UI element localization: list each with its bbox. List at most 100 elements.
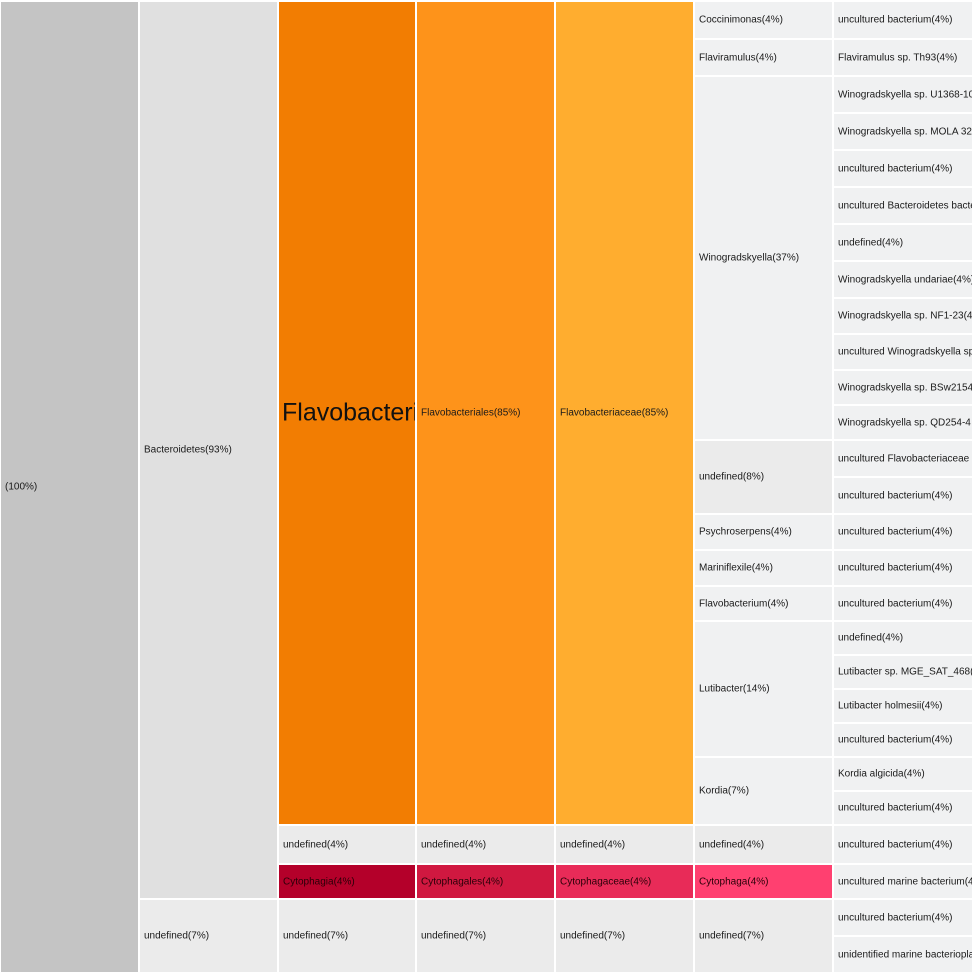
node-label: undefined(7%): [560, 930, 626, 942]
node-label: Flaviramulus(4%): [699, 52, 777, 63]
node-sp-10[interactable]: uncultured Winogradskyella sp: [834, 335, 972, 369]
node-sp-11[interactable]: Winogradskyella sp. BSw2154: [834, 371, 972, 404]
node-label: uncultured bacterium(4%): [838, 802, 953, 814]
node-label: Winogradskyella undariae(4%): [838, 274, 972, 285]
node-label: Kordia(7%): [699, 785, 750, 797]
node-label: Winogradskyella sp. NF1-23(4: [838, 310, 972, 322]
node-sp-18[interactable]: undefined(4%): [834, 622, 972, 654]
node-sp-22[interactable]: Kordia algicida(4%): [834, 758, 972, 790]
node-sp-17[interactable]: uncultured bacterium(4%): [834, 587, 972, 620]
node-coccinimonas[interactable]: Coccinimonas(4%): [695, 2, 832, 38]
node-flavobacteriia[interactable]: Flavobacteriia(85%): [279, 2, 415, 824]
node-sp-16[interactable]: uncultured bacterium(4%): [834, 551, 972, 585]
node-sp-14[interactable]: uncultured bacterium(4%): [834, 478, 972, 513]
node-label: uncultured bacterium(4%): [838, 839, 953, 850]
node-undefined-class-b[interactable]: undefined(7%): [279, 900, 415, 972]
node-undefined-class-a[interactable]: undefined(4%): [279, 826, 415, 863]
node-undefined-genus-b[interactable]: undefined(7%): [695, 900, 832, 972]
node-label: Flavobacterium(4%): [699, 598, 789, 609]
node-flaviramulus[interactable]: Flaviramulus(4%): [695, 40, 832, 75]
node-sp-07[interactable]: undefined(4%): [834, 225, 972, 260]
node-cytophaga[interactable]: Cytophaga(4%): [695, 865, 832, 898]
node-label: Cytophagales(4%): [421, 876, 504, 887]
node-winogradskyella[interactable]: Winogradskyella(37%): [695, 77, 832, 439]
node-undefined-order-a[interactable]: undefined(4%): [417, 826, 554, 863]
node-label: Winogradskyella sp. QD254-4: [838, 417, 971, 428]
node-label: undefined(8%): [699, 471, 765, 483]
node-label: Coccinimonas(4%): [699, 14, 783, 26]
node-label: undefined(7%): [144, 930, 210, 942]
node-label: Flaviramulus sp. Th93(4%): [838, 52, 958, 63]
node-label: Cytophagia(4%): [283, 876, 355, 887]
node-label: Cytophagaceae(4%): [560, 876, 652, 887]
node-label: uncultured bacterium(4%): [838, 912, 953, 923]
node-sp-06[interactable]: uncultured Bacteroidetes bacte: [834, 188, 972, 223]
node-label: Flavobacteriaceae(85%): [560, 407, 669, 419]
node-cytophagia[interactable]: Cytophagia(4%): [279, 865, 415, 898]
node-sp-13[interactable]: uncultured Flavobacteriaceae b: [834, 441, 972, 476]
node-label: Winogradskyella sp. MOLA 32: [838, 126, 972, 137]
node-label: undefined(4%): [699, 839, 765, 850]
node-sp-02[interactable]: Flaviramulus sp. Th93(4%): [834, 40, 972, 75]
node-sp-05[interactable]: uncultured bacterium(4%): [834, 151, 972, 186]
node-sp-12[interactable]: Winogradskyella sp. QD254-4: [834, 406, 972, 439]
node-label: undefined(4%): [838, 237, 904, 248]
node-undefined-genus-flavo[interactable]: undefined(8%): [695, 441, 832, 513]
node-label: undefined(4%): [838, 632, 904, 644]
node-undefined-family-a[interactable]: undefined(4%): [556, 826, 693, 863]
node-sp-09[interactable]: Winogradskyella sp. NF1-23(4: [834, 299, 972, 333]
node-sp-08[interactable]: Winogradskyella undariae(4%): [834, 262, 972, 297]
node-label: undefined(4%): [283, 839, 349, 850]
node-psychroserpens[interactable]: Psychroserpens(4%): [695, 515, 832, 549]
node-sp-21[interactable]: uncultured bacterium(4%): [834, 724, 972, 756]
node-label: Mariniflexile(4%): [699, 562, 773, 574]
node-label: Flavobacteriia(85%): [282, 398, 415, 427]
node-sp-25[interactable]: uncultured marine bacterium(4: [834, 865, 972, 898]
node-label: Bacteroidetes(93%): [144, 444, 232, 456]
node-sp-24[interactable]: uncultured bacterium(4%): [834, 826, 972, 863]
node-sp-03[interactable]: Winogradskyella sp. U1368-10: [834, 77, 972, 112]
node-sp-27[interactable]: unidentified marine bacteriopla: [834, 937, 972, 972]
node-label: Winogradskyella sp. BSw2154: [838, 382, 972, 393]
node-label: Lutibacter holmesii(4%): [838, 700, 943, 712]
node-sp-19[interactable]: Lutibacter sp. MGE_SAT_468(: [834, 656, 972, 688]
node-label: uncultured bacterium(4%): [838, 734, 953, 746]
node-label: Lutibacter sp. MGE_SAT_468(: [838, 666, 972, 678]
node-flavobacteriaceae[interactable]: Flavobacteriaceae(85%): [556, 2, 693, 824]
node-label: uncultured bacterium(4%): [838, 562, 953, 574]
node-sp-23[interactable]: uncultured bacterium(4%): [834, 792, 972, 824]
node-lutibacter[interactable]: Lutibacter(14%): [695, 622, 832, 756]
node-label: Winogradskyella(37%): [699, 252, 800, 264]
node-label: undefined(7%): [421, 930, 487, 942]
node-label: Kordia algicida(4%): [838, 768, 925, 780]
node-label: Cytophaga(4%): [699, 876, 769, 887]
node-flavobacteriales[interactable]: Flavobacteriales(85%): [417, 2, 554, 824]
node-label: undefined(7%): [283, 930, 349, 942]
node-label: undefined(4%): [560, 839, 626, 850]
node-sp-15[interactable]: uncultured bacterium(4%): [834, 515, 972, 549]
node-bacteroidetes[interactable]: Bacteroidetes(93%): [140, 2, 277, 898]
node-sp-26[interactable]: uncultured bacterium(4%): [834, 900, 972, 935]
node-cytophagales[interactable]: Cytophagales(4%): [417, 865, 554, 898]
node-undefined-genus-a[interactable]: undefined(4%): [695, 826, 832, 863]
node-label: uncultured bacterium(4%): [838, 490, 953, 501]
node-flavobacterium[interactable]: Flavobacterium(4%): [695, 587, 832, 620]
node-sp-20[interactable]: Lutibacter holmesii(4%): [834, 690, 972, 722]
node-mariniflexile[interactable]: Mariniflexile(4%): [695, 551, 832, 585]
node-kordia[interactable]: Kordia(7%): [695, 758, 832, 824]
node-label: undefined(7%): [699, 930, 765, 942]
node-undefined-phylum[interactable]: undefined(7%): [140, 900, 277, 972]
node-undefined-order-b[interactable]: undefined(7%): [417, 900, 554, 972]
node-cytophagaceae[interactable]: Cytophagaceae(4%): [556, 865, 693, 898]
node-undefined-family-b[interactable]: undefined(7%): [556, 900, 693, 972]
node-label: Lutibacter(14%): [699, 683, 770, 695]
node-label: uncultured Bacteroidetes bacte: [838, 200, 972, 211]
node-label: uncultured Flavobacteriaceae b: [838, 453, 972, 464]
node-sp-04[interactable]: Winogradskyella sp. MOLA 32: [834, 114, 972, 149]
node-root[interactable]: (100%): [1, 2, 138, 972]
node-sp-01[interactable]: uncultured bacterium(4%): [834, 2, 972, 38]
node-label: uncultured Winogradskyella sp: [838, 346, 972, 358]
node-label: uncultured bacterium(4%): [838, 14, 953, 26]
node-label: uncultured marine bacterium(4: [838, 876, 972, 887]
